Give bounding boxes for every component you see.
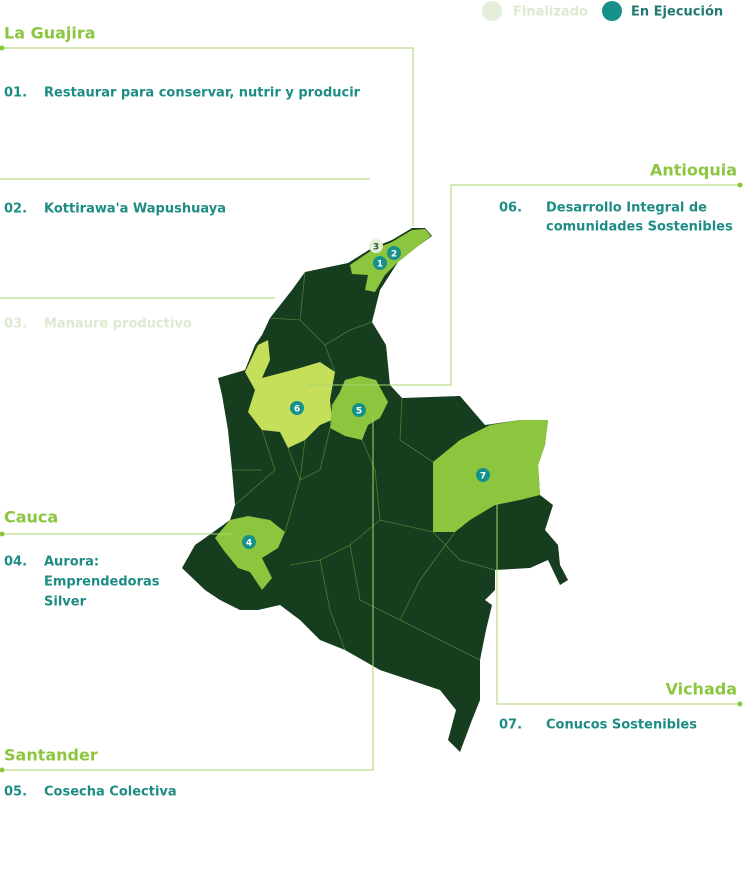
marker: [476, 468, 490, 482]
project-title: Aurora:: [44, 555, 99, 570]
leader-dot: [737, 182, 743, 188]
leader-santander: [2, 415, 374, 771]
region-title: La Guajira: [4, 24, 96, 43]
project-number: 04.: [4, 555, 27, 570]
region-title: Cauca: [4, 508, 58, 527]
project-title: Cosecha Colectiva: [44, 785, 177, 800]
project-title: Manaure productivo: [44, 317, 192, 332]
project-number: 06.: [499, 201, 522, 216]
marker: [387, 246, 401, 260]
marker-label: 6: [294, 405, 300, 415]
leader-dot: [0, 45, 5, 51]
marker: [242, 535, 256, 549]
project-title: Emprendedoras: [44, 575, 160, 590]
region-title: Vichada: [665, 680, 737, 699]
legend-swatch-ejecucion: [602, 1, 622, 21]
project-title: comunidades Sostenibles: [546, 220, 733, 235]
project-title: Restaurar para conservar, nutrir y produ…: [44, 86, 361, 101]
project-number: 05.: [4, 785, 27, 800]
leader-vichada: [496, 503, 740, 705]
leader-antioquia: [308, 184, 740, 386]
colombia-map: [182, 228, 568, 752]
marker-label: 2: [391, 250, 397, 260]
project-title: Silver: [44, 595, 87, 610]
project-number: 02.: [4, 202, 27, 217]
marker: [290, 401, 304, 415]
legend: Finalizado En Ejecución: [482, 1, 723, 21]
project-title: Conucos Sostenibles: [546, 718, 697, 733]
marker-label: 4: [246, 539, 252, 549]
region-cauca: [215, 516, 285, 590]
marker: [369, 239, 383, 253]
project-number: 03.: [4, 317, 27, 332]
project-title: Desarrollo Integral de: [546, 201, 707, 216]
region-title: Antioquia: [650, 161, 737, 180]
marker-label: 5: [356, 407, 362, 417]
leader-la-guajira: [2, 47, 414, 226]
leader-dot: [0, 531, 5, 537]
region-vichada: [433, 420, 548, 532]
region-antioquia: [245, 340, 335, 448]
region-la-guajira: [350, 229, 431, 292]
marker: [352, 403, 366, 417]
country-shape: [182, 228, 568, 752]
marker-label: 1: [377, 260, 383, 270]
legend-swatch-finalizado: [482, 1, 502, 21]
marker-label: 3: [373, 243, 379, 253]
marker-label: 7: [480, 472, 486, 482]
legend-label: En Ejecución: [631, 5, 723, 20]
map-markers: 3 1 2 4 5 6 7: [242, 239, 490, 549]
project-title: Kottirawa'a Wapushuaya: [44, 202, 226, 217]
project-number: 01.: [4, 86, 27, 101]
leader-dot: [737, 701, 743, 707]
region-title: Santander: [4, 746, 98, 765]
marker: [373, 256, 387, 270]
project-number: 07.: [499, 718, 522, 733]
legend-label: Finalizado: [513, 5, 588, 20]
leader-dot: [0, 767, 5, 773]
leader-lines: [0, 45, 743, 773]
department-borders: [232, 271, 496, 661]
